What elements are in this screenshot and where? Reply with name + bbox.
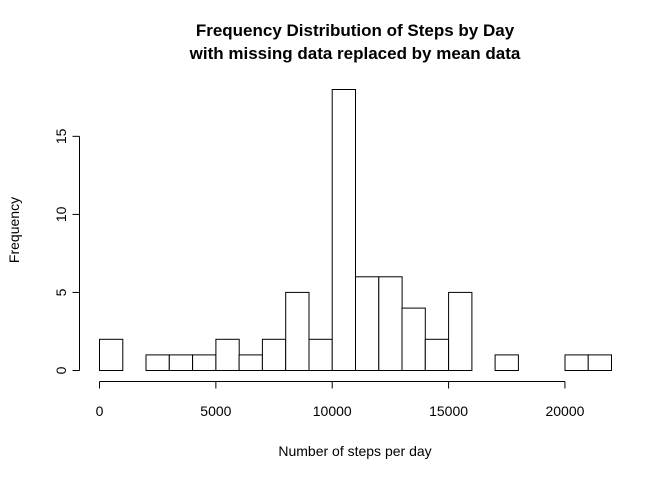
histogram-bar [378,276,403,371]
y-axis-label: Frequency [6,197,22,263]
x-axis: 0 5000 10000 15000 20000 [96,381,585,419]
histogram-bar [261,338,287,371]
histogram-bar [308,338,333,371]
histogram-bar [401,307,426,372]
x-tick-label: 10000 [313,403,352,419]
histogram-bar [192,354,217,371]
histogram-bar [285,291,310,371]
x-axis-label: Number of steps per day [278,443,431,459]
histogram-bar [145,354,170,371]
y-tick-label: 15 [53,128,69,144]
histogram-bar [238,354,263,371]
histogram-bar [587,354,613,371]
y-tick-label: 0 [53,366,69,374]
chart-title-line-1: Frequency Distribution of Steps by Day [196,21,515,40]
y-tick-label: 5 [53,288,69,296]
histogram-bar [448,291,473,371]
chart-title-line-2: with missing data replaced by mean data [189,44,521,63]
x-tick-label: 0 [96,403,104,419]
histogram-bar [215,338,240,371]
x-tick-label: 5000 [200,403,231,419]
histogram-bar [494,354,519,371]
histogram-bar [424,338,450,371]
x-tick-label: 15000 [429,403,468,419]
histogram-bar [331,89,357,371]
histogram-bar [564,354,589,371]
x-tick-label: 20000 [545,403,584,419]
histogram-bar [355,276,380,371]
y-tick-label: 10 [53,206,69,222]
histogram-bar [168,354,194,371]
histogram-bar [99,338,124,371]
bars-group [99,89,613,372]
y-axis: 0 5 10 15 [53,128,80,374]
